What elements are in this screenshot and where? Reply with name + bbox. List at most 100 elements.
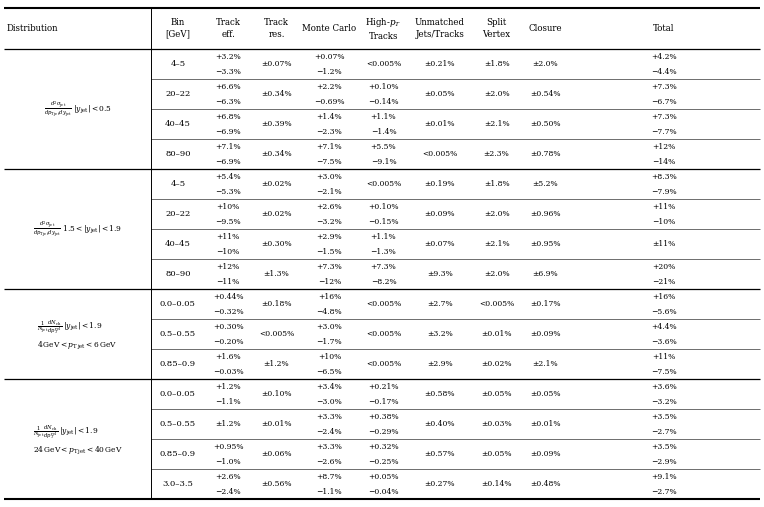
Text: −7.9%: −7.9% xyxy=(651,188,677,196)
Text: 4–5: 4–5 xyxy=(170,60,186,68)
Text: ±0.10%: ±0.10% xyxy=(261,390,292,399)
Text: −4.8%: −4.8% xyxy=(316,308,342,315)
Text: −6.7%: −6.7% xyxy=(651,98,677,105)
Text: +12%: +12% xyxy=(216,263,240,271)
Text: ±0.48%: ±0.48% xyxy=(529,481,560,488)
Text: −2.4%: −2.4% xyxy=(215,488,241,496)
Text: +0.05%: +0.05% xyxy=(368,473,399,481)
Text: 80–90: 80–90 xyxy=(165,270,190,278)
Text: Split
Vertex: Split Vertex xyxy=(483,18,510,39)
Text: +3.6%: +3.6% xyxy=(651,383,677,391)
Text: +16%: +16% xyxy=(318,293,341,301)
Text: +3.5%: +3.5% xyxy=(651,413,677,421)
Text: Track
res.: Track res. xyxy=(264,18,289,39)
Text: 0.85–0.9: 0.85–0.9 xyxy=(160,360,196,369)
Text: −0.29%: −0.29% xyxy=(368,427,399,436)
Text: ±6.9%: ±6.9% xyxy=(533,270,558,278)
Text: ±1.3%: ±1.3% xyxy=(264,270,290,278)
Text: ±0.03%: ±0.03% xyxy=(481,420,512,428)
Text: +7.3%: +7.3% xyxy=(651,83,677,91)
Text: ±0.34%: ±0.34% xyxy=(261,90,292,98)
Text: ±0.01%: ±0.01% xyxy=(481,331,512,338)
Text: −10%: −10% xyxy=(216,247,240,256)
Text: +2.6%: +2.6% xyxy=(316,203,342,211)
Text: +0.95%: +0.95% xyxy=(213,443,243,451)
Text: ±0.96%: ±0.96% xyxy=(529,210,560,219)
Text: −1.4%: −1.4% xyxy=(371,128,397,135)
Text: −0.32%: −0.32% xyxy=(212,308,244,315)
Text: +4.4%: +4.4% xyxy=(651,323,677,331)
Text: −5.6%: −5.6% xyxy=(651,308,677,315)
Text: +10%: +10% xyxy=(318,353,341,361)
Text: −7.5%: −7.5% xyxy=(316,158,342,166)
Text: −2.4%: −2.4% xyxy=(316,427,342,436)
Text: ±0.19%: ±0.19% xyxy=(425,180,455,189)
Text: −8.2%: −8.2% xyxy=(371,278,397,285)
Text: ±2.1%: ±2.1% xyxy=(484,120,510,128)
Text: ±5.2%: ±5.2% xyxy=(533,180,558,189)
Text: ±0.05%: ±0.05% xyxy=(529,390,560,399)
Text: −0.20%: −0.20% xyxy=(213,338,243,346)
Text: −3.2%: −3.2% xyxy=(651,397,677,406)
Text: ±0.01%: ±0.01% xyxy=(529,420,560,428)
Text: −4.4%: −4.4% xyxy=(651,67,677,76)
Text: +0.32%: +0.32% xyxy=(368,443,399,451)
Text: $\frac{d^2\sigma_{\rm jet}}{dp_{\rm T\,jet}dy_{\rm jet}}$ $1.5<|y_{\rm jet}|<1.9: $\frac{d^2\sigma_{\rm jet}}{dp_{\rm T\,j… xyxy=(33,220,122,239)
Text: 0.0–0.05: 0.0–0.05 xyxy=(160,390,196,399)
Text: <0.005%: <0.005% xyxy=(366,60,401,68)
Text: ±0.07%: ±0.07% xyxy=(425,240,455,248)
Text: Track
eff.: Track eff. xyxy=(215,18,241,39)
Text: ±0.18%: ±0.18% xyxy=(261,301,292,308)
Text: +6.8%: +6.8% xyxy=(215,113,241,121)
Text: ±0.78%: ±0.78% xyxy=(529,151,560,158)
Text: ±0.21%: ±0.21% xyxy=(425,60,455,68)
Text: ±0.02%: ±0.02% xyxy=(261,180,292,189)
Text: −0.04%: −0.04% xyxy=(368,488,399,496)
Text: +11%: +11% xyxy=(652,203,675,211)
Text: −1.1%: −1.1% xyxy=(316,488,342,496)
Text: −7.5%: −7.5% xyxy=(651,368,677,376)
Text: −2.7%: −2.7% xyxy=(651,488,677,496)
Text: ±0.02%: ±0.02% xyxy=(481,360,512,369)
Text: High-$p_T$
Tracks: High-$p_T$ Tracks xyxy=(365,16,402,41)
Text: <0.005%: <0.005% xyxy=(366,180,401,189)
Text: ±11%: ±11% xyxy=(652,240,675,248)
Text: +0.21%: +0.21% xyxy=(368,383,399,391)
Text: +3.0%: +3.0% xyxy=(316,173,342,181)
Text: −11%: −11% xyxy=(216,278,240,285)
Text: +2.9%: +2.9% xyxy=(316,233,342,241)
Text: 0.0–0.05: 0.0–0.05 xyxy=(160,301,196,308)
Text: <0.005%: <0.005% xyxy=(422,151,458,158)
Text: <0.005%: <0.005% xyxy=(259,331,294,338)
Text: −2.1%: −2.1% xyxy=(316,188,342,196)
Text: −6.3%: −6.3% xyxy=(215,98,241,105)
Text: −6.9%: −6.9% xyxy=(215,158,241,166)
Text: ±9.3%: ±9.3% xyxy=(427,270,453,278)
Text: Closure: Closure xyxy=(528,24,562,33)
Text: −2.7%: −2.7% xyxy=(651,427,677,436)
Text: 0.5–0.55: 0.5–0.55 xyxy=(160,331,196,338)
Text: +11%: +11% xyxy=(216,233,240,241)
Text: +8.3%: +8.3% xyxy=(651,173,677,181)
Text: ±0.09%: ±0.09% xyxy=(529,450,560,458)
Text: ±0.06%: ±0.06% xyxy=(261,450,292,458)
Text: $\frac{1}{N_{\rm jet}}\frac{dN_{\rm ch}}{dp_T^{\rm rel}}$ $|y_{\rm jet}|<1.9$
$4: $\frac{1}{N_{\rm jet}}\frac{dN_{\rm ch}}… xyxy=(37,318,118,351)
Text: 3.0–3.5: 3.0–3.5 xyxy=(162,481,193,488)
Text: −1.1%: −1.1% xyxy=(215,397,241,406)
Text: −2.9%: −2.9% xyxy=(651,458,677,465)
Text: Bin
[GeV]: Bin [GeV] xyxy=(165,18,190,39)
Text: ±0.40%: ±0.40% xyxy=(425,420,455,428)
Text: +1.4%: +1.4% xyxy=(316,113,342,121)
Text: +3.2%: +3.2% xyxy=(215,53,241,61)
Text: +20%: +20% xyxy=(652,263,675,271)
Text: −0.69%: −0.69% xyxy=(314,98,345,105)
Text: −9.1%: −9.1% xyxy=(371,158,397,166)
Text: +2.2%: +2.2% xyxy=(316,83,342,91)
Text: 80–90: 80–90 xyxy=(165,151,190,158)
Text: +7.3%: +7.3% xyxy=(651,113,677,121)
Text: −1.3%: −1.3% xyxy=(371,247,397,256)
Text: −0.15%: −0.15% xyxy=(368,218,399,226)
Text: $\frac{d^2\sigma_{\rm jet}}{dp_{\rm T\,jet}dy_{\rm jet}}$ $|y_{\rm jet}|<0.5$: $\frac{d^2\sigma_{\rm jet}}{dp_{\rm T\,j… xyxy=(44,99,112,119)
Text: ±0.05%: ±0.05% xyxy=(481,450,512,458)
Text: ±1.8%: ±1.8% xyxy=(484,60,510,68)
